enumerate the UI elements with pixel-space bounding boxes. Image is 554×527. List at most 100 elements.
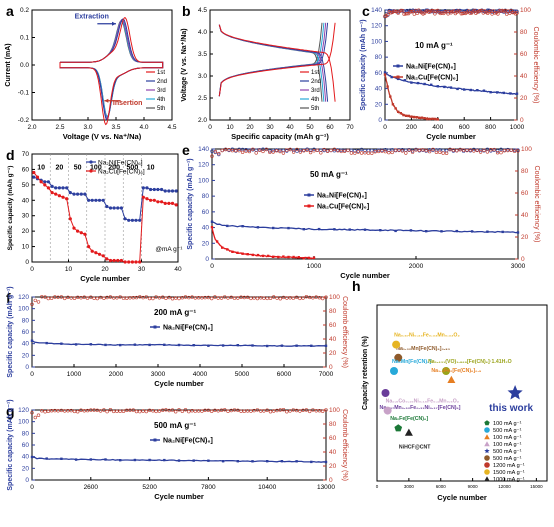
ce-marker xyxy=(131,408,136,412)
rate-point xyxy=(152,198,156,202)
capacity-marker xyxy=(280,344,284,347)
ce-marker xyxy=(295,147,299,152)
capacity-marker xyxy=(482,89,486,92)
legend-entry: 1st xyxy=(157,70,165,76)
rate-point xyxy=(97,198,102,202)
x-tick-label: 10 xyxy=(65,266,73,273)
y-tick-label: 120 xyxy=(18,294,29,301)
ce-marker xyxy=(495,151,500,155)
ce-marker xyxy=(383,148,388,152)
rate-point xyxy=(65,197,69,201)
ce-marker xyxy=(174,410,178,414)
ce-marker xyxy=(79,408,83,412)
legend-marker xyxy=(484,469,490,475)
ce-marker xyxy=(249,296,253,301)
rate-point xyxy=(72,226,76,230)
ce-marker xyxy=(356,150,360,154)
x-tick-label: 0 xyxy=(208,124,212,131)
ce-marker xyxy=(151,296,155,301)
y-tick-label: 20 xyxy=(22,465,30,472)
ce-marker xyxy=(33,298,37,303)
ce-marker xyxy=(30,302,34,306)
x-tick-label: 600 xyxy=(459,124,470,131)
ce-marker xyxy=(312,149,316,153)
rate-point xyxy=(43,183,47,187)
ce-marker xyxy=(431,147,435,152)
ce-marker xyxy=(89,408,93,412)
x-tick-label: 10 xyxy=(226,124,234,131)
capacity-marker xyxy=(256,253,260,257)
y-tick-label: 140 xyxy=(371,7,382,14)
ce-marker xyxy=(387,8,392,13)
ce-marker xyxy=(325,149,330,153)
capacity-marker xyxy=(133,343,137,346)
y-tick-label: 0.2 xyxy=(20,7,29,14)
ce-marker xyxy=(265,296,269,301)
x-tick-label: 7000 xyxy=(319,371,334,378)
ce-marker xyxy=(373,150,377,154)
ce-marker xyxy=(62,409,67,413)
ce-marker xyxy=(359,147,364,152)
y-tick-label: 20 xyxy=(22,228,30,235)
charge-curve xyxy=(218,22,327,97)
plot-frame-h xyxy=(376,304,548,482)
capacity-marker xyxy=(509,92,512,95)
rate-point xyxy=(57,194,62,198)
ce-marker xyxy=(468,11,472,15)
rate-label: 500 mA g⁻¹ xyxy=(154,421,196,430)
legend-marker xyxy=(89,169,93,173)
ce-marker xyxy=(359,151,364,155)
rate-point xyxy=(83,192,87,196)
ce-marker xyxy=(356,149,360,153)
ce-marker xyxy=(72,296,77,300)
data-point xyxy=(390,367,398,375)
capacity-marker xyxy=(119,343,122,347)
ce-marker xyxy=(82,409,87,413)
y-tick-label: 20 xyxy=(375,101,383,108)
capacity-marker xyxy=(317,227,321,231)
y-axis-label: Current (mA) xyxy=(5,43,12,86)
ce-marker xyxy=(147,408,152,412)
ce-marker xyxy=(43,410,47,414)
ce-marker xyxy=(301,408,305,412)
capacity-marker xyxy=(410,81,413,84)
discharge-curve xyxy=(218,24,336,102)
x-tick-label: 0 xyxy=(383,124,387,131)
arrow-head xyxy=(112,21,116,26)
data-point xyxy=(381,389,390,397)
rate-point xyxy=(149,198,153,202)
capacity-marker xyxy=(89,458,92,461)
legend-marker xyxy=(484,455,490,461)
ce-marker xyxy=(515,11,519,15)
y-tick-label: 50 xyxy=(22,182,30,189)
ce-marker xyxy=(257,148,262,152)
x-tick-label: 200 xyxy=(406,124,417,131)
capacity-marker xyxy=(74,343,78,346)
capacity-marker xyxy=(89,343,92,346)
ce-marker xyxy=(242,409,247,413)
x-axis-label: Cycle number xyxy=(154,379,204,388)
rate-series xyxy=(33,172,177,263)
ce-marker xyxy=(108,408,113,412)
data-point xyxy=(447,375,456,383)
ce-marker xyxy=(262,409,266,413)
ce-marker xyxy=(291,296,295,300)
ce-marker xyxy=(319,151,323,155)
ce-marker xyxy=(154,409,158,414)
capacity-marker xyxy=(455,229,458,233)
legend-entry: 100 mA g⁻¹ xyxy=(493,421,522,427)
capacity-marker xyxy=(310,460,313,464)
y-tick-label: 40 xyxy=(22,197,30,204)
capacity-marker xyxy=(410,115,413,118)
ce-marker xyxy=(495,149,500,153)
legend-entry: Na₂Ni[Fe(CN)₆] xyxy=(163,325,213,332)
capacity-marker xyxy=(177,343,181,347)
ce-marker xyxy=(366,151,371,155)
y-tick-label: 40 xyxy=(375,86,383,93)
ce-marker xyxy=(196,409,201,413)
point-label: Na₂Fe[Fe(CN)₆] xyxy=(390,416,428,422)
capacity-marker xyxy=(415,116,418,119)
rate-point xyxy=(72,192,76,196)
ce-marker xyxy=(376,148,381,152)
x-tick-label: 0 xyxy=(30,266,34,273)
